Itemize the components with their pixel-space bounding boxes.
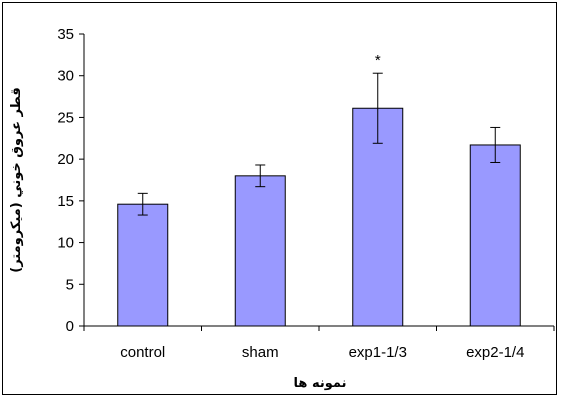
y-tick-label: 20: [57, 151, 74, 168]
y-tick-label: 15: [57, 193, 74, 210]
annotations: *: [375, 52, 381, 69]
x-tick-label: exp2-1/4: [466, 344, 524, 361]
bar-control: [117, 203, 169, 327]
bars: [117, 107, 521, 327]
y-tick-label: 30: [57, 68, 74, 85]
bar-exp1-1/3: [352, 107, 404, 327]
y-axis-title: قطر عروق خوني (ميكرومتر): [9, 87, 24, 272]
x-axis-title: نمونه ها: [294, 376, 347, 391]
error-bars: [137, 72, 501, 216]
y-tick-label: 10: [57, 235, 74, 252]
bar-exp2-1/4: [469, 144, 521, 327]
x-tick-label: exp1-1/3: [349, 344, 407, 361]
x-axis-ticks: control sham exp1-1/3 exp2-1/4: [83, 326, 555, 361]
y-tick-label: 0: [66, 318, 74, 335]
bar-sham: [234, 175, 286, 327]
y-axis-ticks: 0 5 10 15 20 25 30 35: [57, 26, 84, 335]
y-tick-label: 5: [66, 276, 74, 293]
y-tick-label: 35: [57, 26, 74, 43]
x-tick-label: control: [120, 344, 165, 361]
significance-annotation: *: [375, 52, 381, 69]
y-tick-label: 25: [57, 109, 74, 126]
x-tick-label: sham: [242, 344, 279, 361]
